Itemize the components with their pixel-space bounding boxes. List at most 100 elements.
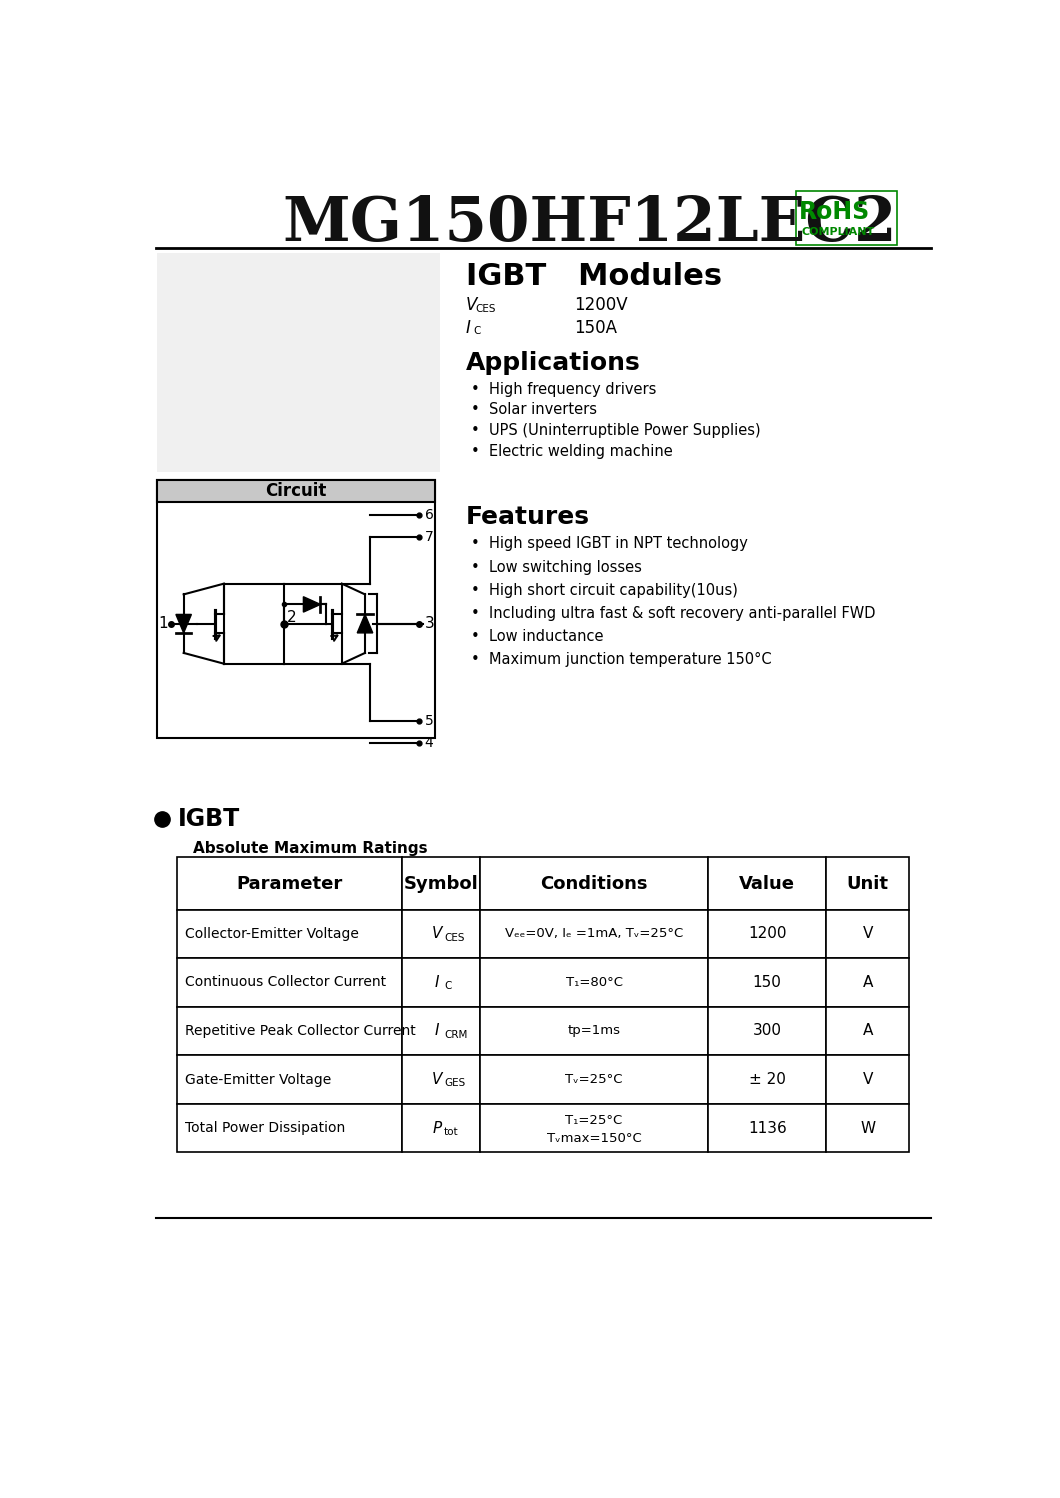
Bar	[177, 857, 402, 909]
Bar	[708, 1007, 826, 1055]
Text: I: I	[465, 319, 471, 337]
Bar	[177, 1007, 402, 1055]
Text: •  High frequency drivers: • High frequency drivers	[472, 382, 656, 397]
Text: V: V	[431, 926, 442, 941]
Bar	[708, 959, 826, 1007]
Polygon shape	[357, 614, 373, 632]
Text: •  Low switching losses: • Low switching losses	[472, 560, 642, 575]
Text: C: C	[444, 981, 452, 992]
Text: •  High short circuit capability(10us): • High short circuit capability(10us)	[472, 583, 738, 598]
Text: CES: CES	[476, 304, 496, 315]
Text: Tᵥ=25°C: Tᵥ=25°C	[565, 1073, 623, 1086]
Text: CRM: CRM	[444, 1029, 467, 1040]
Text: A: A	[863, 1023, 872, 1038]
Polygon shape	[176, 614, 192, 632]
Bar	[480, 959, 708, 1007]
Bar	[157, 479, 435, 739]
Bar	[402, 959, 480, 1007]
Text: 2: 2	[286, 610, 297, 625]
Text: V: V	[863, 926, 872, 941]
Text: 1200: 1200	[748, 926, 787, 941]
Bar	[157, 253, 440, 472]
Bar	[402, 1055, 480, 1104]
Text: V: V	[431, 1073, 442, 1088]
Text: •  UPS (Uninterruptible Power Supplies): • UPS (Uninterruptible Power Supplies)	[472, 424, 761, 439]
Bar	[480, 1055, 708, 1104]
Text: GES: GES	[444, 1079, 465, 1089]
Text: Symbol: Symbol	[404, 875, 478, 893]
Bar	[402, 1007, 480, 1055]
Bar	[177, 909, 402, 959]
Text: 4: 4	[425, 736, 434, 749]
Text: Features: Features	[465, 505, 589, 529]
Text: •  Electric welding machine: • Electric welding machine	[472, 443, 673, 458]
Bar	[480, 1104, 708, 1152]
Text: •  High speed IGBT in NPT technology: • High speed IGBT in NPT technology	[472, 536, 748, 551]
Text: I: I	[435, 975, 439, 990]
Bar	[402, 1104, 480, 1152]
Text: MG150HF12LEC2: MG150HF12LEC2	[282, 195, 897, 255]
Bar	[177, 959, 402, 1007]
Text: Unit: Unit	[847, 875, 888, 893]
Text: IGBT   Modules: IGBT Modules	[465, 262, 722, 291]
Text: Continuous Collector Current: Continuous Collector Current	[186, 975, 386, 990]
Bar	[826, 959, 909, 1007]
Bar	[480, 1007, 708, 1055]
Text: Absolute Maximum Ratings: Absolute Maximum Ratings	[193, 840, 427, 855]
Bar	[708, 857, 826, 909]
Text: 6: 6	[425, 508, 434, 523]
Bar	[402, 857, 480, 909]
Text: Vₑₑ=0V, Iₑ =1mA, Tᵥ=25°C: Vₑₑ=0V, Iₑ =1mA, Tᵥ=25°C	[505, 927, 683, 941]
Text: Gate-Emitter Voltage: Gate-Emitter Voltage	[186, 1073, 332, 1086]
Text: T₁=80°C: T₁=80°C	[566, 977, 622, 989]
Bar	[796, 192, 897, 246]
Text: I: I	[435, 1023, 439, 1038]
Text: V: V	[465, 297, 477, 315]
Bar	[826, 1007, 909, 1055]
Bar	[157, 479, 435, 502]
Bar	[480, 909, 708, 959]
Bar	[177, 1055, 402, 1104]
Text: RoHS: RoHS	[799, 201, 870, 225]
Text: Applications: Applications	[465, 351, 640, 374]
Bar	[708, 909, 826, 959]
Text: 150A: 150A	[575, 319, 617, 337]
Text: W: W	[860, 1121, 876, 1135]
Text: •  Solar inverters: • Solar inverters	[472, 403, 597, 418]
Bar	[177, 1104, 402, 1152]
Text: V: V	[863, 1073, 872, 1088]
Text: IGBT: IGBT	[177, 807, 240, 831]
Text: Tᵥmax=150°C: Tᵥmax=150°C	[547, 1131, 641, 1144]
Text: 150: 150	[753, 975, 781, 990]
Bar	[826, 909, 909, 959]
Text: Collector-Emitter Voltage: Collector-Emitter Voltage	[186, 927, 359, 941]
Bar	[708, 1104, 826, 1152]
Bar	[826, 857, 909, 909]
Text: tot: tot	[444, 1126, 459, 1137]
Polygon shape	[303, 596, 320, 613]
Text: P: P	[432, 1121, 442, 1135]
Text: 1136: 1136	[748, 1121, 787, 1135]
Text: C: C	[474, 327, 481, 337]
Text: T₁=25°C: T₁=25°C	[565, 1115, 622, 1126]
Text: 1200V: 1200V	[575, 297, 628, 315]
Text: CES: CES	[444, 933, 464, 942]
Text: A: A	[863, 975, 872, 990]
Text: tp=1ms: tp=1ms	[567, 1025, 620, 1038]
Bar	[480, 857, 708, 909]
Text: Total Power Dissipation: Total Power Dissipation	[186, 1121, 346, 1135]
Text: 1: 1	[159, 616, 169, 631]
Bar	[402, 909, 480, 959]
Text: ± 20: ± 20	[748, 1073, 785, 1088]
Text: Repetitive Peak Collector Current: Repetitive Peak Collector Current	[186, 1025, 416, 1038]
Text: Circuit: Circuit	[265, 482, 326, 500]
Text: •  Including ultra fast & soft recovery anti-parallel FWD: • Including ultra fast & soft recovery a…	[472, 605, 876, 620]
Text: Value: Value	[739, 875, 795, 893]
Text: Conditions: Conditions	[541, 875, 648, 893]
Bar	[708, 1055, 826, 1104]
Text: 300: 300	[753, 1023, 781, 1038]
Text: 7: 7	[425, 530, 434, 544]
Text: Parameter: Parameter	[236, 875, 343, 893]
Bar	[826, 1104, 909, 1152]
Text: COMPLIANT: COMPLIANT	[801, 228, 874, 237]
